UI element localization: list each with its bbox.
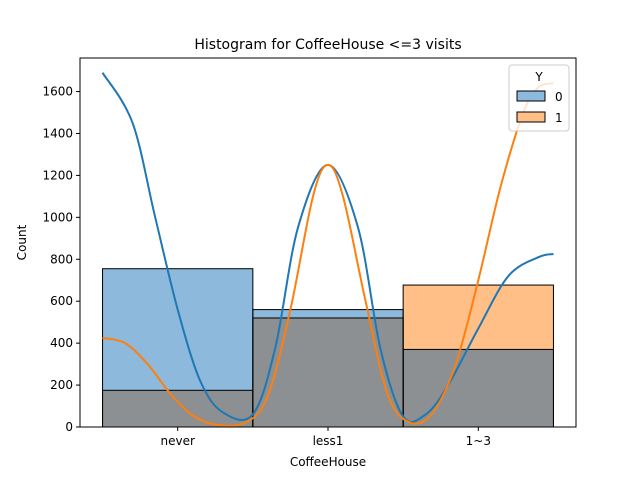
y-tick-label-1600: 1600 [42, 85, 73, 99]
bar-0-never [102, 268, 253, 391]
x-tick-label-less1: less1 [313, 434, 344, 448]
bar-0-less1 [252, 309, 404, 318]
legend: Y0 1 [508, 64, 570, 132]
y-tick-label-1000: 1000 [42, 210, 73, 224]
kde-line-1 [102, 82, 554, 427]
y-tick-label-400: 400 [50, 336, 73, 350]
y-tick-label-0: 0 [65, 420, 73, 434]
bars-series-0 [102, 268, 404, 391]
bar-1-1~3 [403, 285, 554, 350]
bar-overlap-1~3 [403, 349, 554, 427]
y-axis: 0 200 400 600 800 1000 1200 1400 1600 [42, 85, 80, 434]
x-tick-label-never: never [160, 434, 194, 448]
y-tick-label-600: 600 [50, 294, 73, 308]
legend-label-0: 0 [555, 90, 563, 104]
legend-label-1: 1 [555, 111, 563, 125]
x-tick-label-1~3: 1~3 [466, 434, 491, 448]
y-tick-label-1200: 1200 [42, 168, 73, 182]
bars-series-1 [403, 285, 554, 350]
legend-swatch-0 [516, 90, 546, 102]
y-tick-label-200: 200 [50, 378, 73, 392]
x-axis-label: CoffeeHouse [290, 455, 366, 469]
y-axis-label: Count [15, 224, 29, 260]
bar-overlap-never [102, 390, 253, 427]
chart-title: Histogram for CoffeeHouse <=3 visits [194, 37, 461, 53]
legend-swatch-1 [516, 111, 546, 123]
legend-title: Y [534, 70, 543, 84]
kde-lines [101, 72, 554, 427]
y-tick-label-1400: 1400 [42, 126, 73, 140]
y-tick-label-800: 800 [50, 252, 73, 266]
x-axis: never less1 1~3 [160, 427, 491, 448]
